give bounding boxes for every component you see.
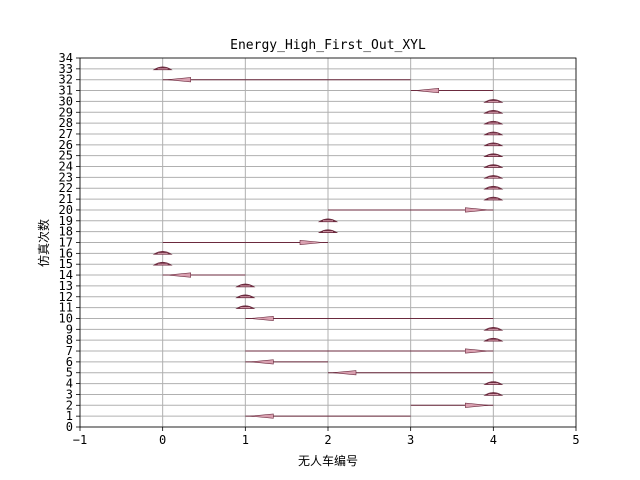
y-tick-label: 29 bbox=[59, 105, 73, 119]
transition-mark bbox=[318, 229, 338, 233]
x-axis-title: 无人车编号 bbox=[298, 453, 358, 468]
y-tick-label: 24 bbox=[59, 160, 73, 174]
y-tick-label: 9 bbox=[66, 322, 73, 336]
transition-arrow bbox=[299, 239, 324, 246]
transition-mark bbox=[410, 88, 494, 94]
transition-mark bbox=[483, 120, 504, 125]
transition-arrow bbox=[465, 207, 489, 213]
transition-mark bbox=[483, 153, 504, 157]
y-tick-label: 33 bbox=[59, 62, 73, 76]
y-tick-label: 16 bbox=[59, 246, 73, 260]
x-tick-label: −1 bbox=[73, 433, 87, 447]
y-tick-label: 8 bbox=[66, 333, 73, 347]
x-tick-label: 1 bbox=[242, 433, 249, 447]
y-tick-label: 28 bbox=[59, 116, 73, 130]
y-tick-label: 3 bbox=[66, 387, 73, 401]
y-tick-label: 19 bbox=[59, 214, 73, 228]
transition-arrow bbox=[250, 413, 274, 419]
x-tick-label: 3 bbox=[407, 433, 414, 447]
y-tick-label: 5 bbox=[66, 366, 73, 380]
chart-title: Energy_High_First_Out_XYL bbox=[230, 38, 426, 53]
y-axis-title: 仿真次数 bbox=[36, 219, 51, 267]
transition-arrow bbox=[250, 359, 274, 365]
transition-mark bbox=[483, 196, 504, 201]
transition-arrow bbox=[465, 348, 489, 354]
transition-mark bbox=[235, 283, 256, 288]
transition-mark bbox=[483, 142, 504, 147]
transition-mark bbox=[245, 315, 494, 322]
transition-mark bbox=[328, 207, 494, 213]
transition-mark bbox=[162, 239, 328, 246]
y-tick-label: 20 bbox=[59, 203, 73, 217]
y-tick-label: 14 bbox=[59, 268, 73, 282]
transition-mark bbox=[245, 348, 494, 354]
transition-mark bbox=[328, 370, 494, 376]
transition-mark bbox=[483, 337, 504, 342]
y-tick-label: 13 bbox=[59, 279, 73, 293]
y-tick-label: 15 bbox=[59, 257, 73, 271]
transition-mark bbox=[235, 305, 256, 309]
tick-layer: −1 0 1 2 3 4 501234567891011121314151617181920… bbox=[59, 51, 580, 447]
y-tick-label: 18 bbox=[59, 225, 73, 239]
y-tick-label: 6 bbox=[66, 355, 73, 369]
transition-mark bbox=[318, 218, 338, 223]
y-tick-label: 34 bbox=[59, 51, 73, 65]
transition-mark bbox=[483, 164, 504, 168]
transition-mark bbox=[162, 272, 246, 278]
x-tick-label: 4 bbox=[490, 433, 497, 447]
transition-mark bbox=[483, 109, 504, 114]
y-tick-label: 22 bbox=[59, 181, 73, 195]
transition-arrow bbox=[332, 370, 357, 376]
transition-mark bbox=[483, 175, 504, 179]
y-tick-label: 11 bbox=[59, 301, 73, 315]
y-tick-label: 25 bbox=[59, 149, 73, 163]
transition-mark bbox=[483, 327, 504, 331]
y-tick-label: 7 bbox=[66, 344, 73, 358]
y-tick-label: 23 bbox=[59, 170, 73, 184]
transition-mark bbox=[483, 99, 504, 103]
transition-mark bbox=[152, 66, 173, 71]
y-tick-label: 32 bbox=[59, 73, 73, 87]
y-tick-label: 21 bbox=[59, 192, 73, 206]
transition-mark bbox=[483, 381, 504, 385]
y-tick-label: 1 bbox=[66, 409, 73, 423]
transition-mark bbox=[410, 402, 494, 408]
x-tick-label: 5 bbox=[572, 433, 579, 447]
transition-arrow bbox=[415, 88, 439, 94]
transition-mark bbox=[483, 185, 504, 190]
transition-arrow bbox=[167, 77, 191, 83]
x-tick-label: 2 bbox=[324, 433, 331, 447]
transition-mark bbox=[245, 413, 411, 419]
y-tick-label: 10 bbox=[59, 311, 73, 325]
x-tick-label: 0 bbox=[159, 433, 166, 447]
y-tick-label: 31 bbox=[59, 84, 73, 98]
y-tick-label: 30 bbox=[59, 94, 73, 108]
y-tick-label: 17 bbox=[59, 236, 73, 250]
transition-mark bbox=[483, 131, 504, 136]
transition-mark bbox=[162, 77, 411, 83]
transition-mark bbox=[152, 251, 173, 255]
transition-arrow bbox=[250, 315, 274, 322]
transition-arrow bbox=[167, 272, 191, 278]
y-tick-label: 26 bbox=[59, 138, 73, 152]
marks-layer bbox=[152, 66, 504, 419]
y-tick-label: 27 bbox=[59, 127, 73, 141]
y-tick-label: 12 bbox=[59, 290, 73, 304]
transition-mark bbox=[245, 359, 328, 365]
y-tick-label: 0 bbox=[66, 420, 73, 434]
y-tick-label: 2 bbox=[66, 398, 73, 412]
transition-arrow bbox=[465, 402, 489, 408]
transition-mark bbox=[152, 261, 173, 266]
transition-mark bbox=[235, 294, 256, 299]
y-tick-label: 4 bbox=[66, 377, 73, 391]
transition-mark bbox=[483, 392, 504, 396]
